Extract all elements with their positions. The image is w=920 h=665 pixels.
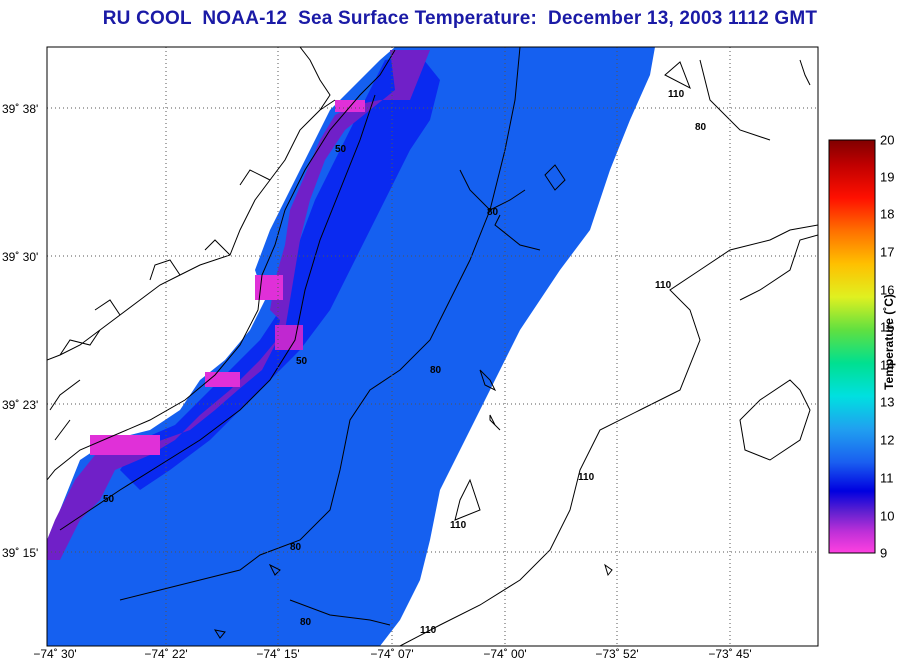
colorbar-tick-label: 13: [880, 394, 895, 410]
contour-label: 50: [103, 494, 115, 505]
lat-tick-label: 39˚ 38': [2, 102, 39, 116]
contour-label: 50: [335, 144, 347, 155]
colorbar: [828, 139, 876, 554]
contour-label: 50: [296, 356, 308, 367]
map-border: [46, 46, 819, 647]
lat-tick-label: 39˚ 23': [2, 398, 39, 412]
contour-label-group: 50 50 50 80 80 80 80 80 110 110 110 110 …: [103, 89, 707, 636]
colorbar-tick-label: 9: [880, 545, 888, 561]
colorbar-tick-label: 10: [880, 508, 895, 524]
colorbar-tick-label: 14: [880, 357, 895, 373]
colorbar-tick-label: 17: [880, 244, 895, 260]
colorbar-tick-label: 11: [880, 470, 894, 486]
contour-label: 80: [487, 207, 499, 218]
colorbar-tick-label: 12: [880, 432, 895, 448]
lon-tick-label: −73˚ 45': [708, 647, 752, 661]
contour-label: 80: [430, 365, 442, 376]
colorbar-tick-label: 19: [880, 169, 895, 185]
contour-label: 110: [450, 520, 467, 531]
lat-tick-label: 39˚ 30': [2, 250, 39, 264]
contour-label: 110: [420, 625, 437, 636]
lat-tick-label: 39˚ 15': [2, 546, 39, 560]
map-title: RU COOL NOAA-12 Sea Surface Temperature:…: [102, 8, 818, 29]
coastline: [47, 47, 336, 441]
contour-label: 110: [668, 89, 685, 100]
bathymetry-contours: [59, 47, 818, 646]
colorbar-tick-label: 18: [880, 206, 895, 222]
colorbar-axis-label: Temperature (˚C): [882, 294, 896, 390]
contour-label: 80: [290, 542, 302, 553]
sst-swath: [47, 47, 655, 646]
colorbar-tick-label: 15: [880, 319, 895, 335]
contour-label: 110: [578, 472, 595, 483]
colorbar-tick-label: 16: [880, 282, 895, 298]
contour-label: 80: [695, 122, 707, 133]
colorbar-tick-label: 20: [880, 132, 895, 148]
sst-magenta-patch: [275, 325, 303, 350]
lon-tick-label: −74˚ 30': [33, 647, 77, 661]
contour-label: 80: [300, 617, 312, 628]
sst-cold-coastal-strip: [47, 50, 430, 560]
lon-tick-label: −74˚ 00': [483, 647, 527, 661]
graticule: [47, 47, 818, 646]
sst-deep-blue-band: [120, 55, 440, 490]
sst-magenta-patch: [90, 435, 160, 455]
contour-label: 110: [655, 280, 672, 291]
lon-tick-label: −74˚ 22': [144, 647, 188, 661]
lon-tick-label: −73˚ 52': [595, 647, 639, 661]
lon-tick-label: −74˚ 15': [256, 647, 300, 661]
barrier-island: [47, 49, 396, 481]
lon-tick-label: −74˚ 07': [370, 647, 414, 661]
